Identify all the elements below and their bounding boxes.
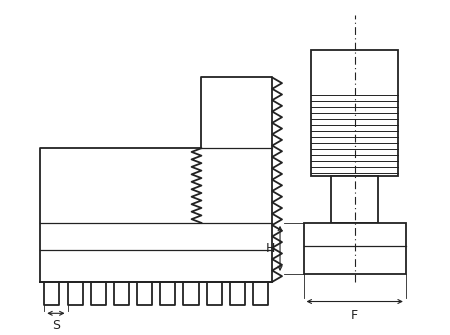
Text: F: F	[351, 309, 358, 322]
Text: S: S	[52, 319, 60, 332]
Bar	[311, 50, 398, 176]
Polygon shape	[40, 77, 272, 282]
Text: H: H	[266, 242, 275, 255]
Bar	[331, 176, 378, 223]
Bar	[304, 223, 406, 274]
